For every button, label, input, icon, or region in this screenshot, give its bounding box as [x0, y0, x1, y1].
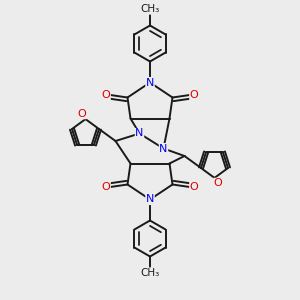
Text: O: O — [214, 178, 223, 188]
Text: O: O — [101, 182, 110, 192]
Text: CH₃: CH₃ — [140, 4, 160, 14]
Text: O: O — [101, 90, 110, 100]
Text: N: N — [146, 77, 154, 88]
Text: O: O — [190, 90, 199, 100]
Text: N: N — [146, 194, 154, 205]
Text: N: N — [135, 128, 144, 139]
Text: O: O — [190, 182, 199, 192]
Text: N: N — [159, 143, 168, 154]
Text: CH₃: CH₃ — [140, 268, 160, 278]
Text: O: O — [77, 109, 86, 119]
